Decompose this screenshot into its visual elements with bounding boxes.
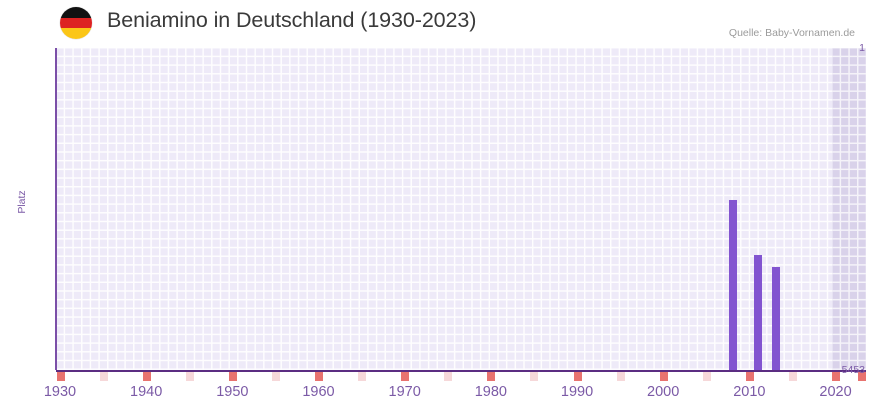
x-axis-tick-label: 1970: [388, 384, 421, 400]
bar: [728, 199, 737, 370]
y-axis-label-top: 1: [859, 42, 865, 54]
x-axis-tick-label: 1980: [474, 384, 507, 400]
tickmark-minor: [444, 372, 453, 381]
tickmark-minor: [616, 372, 625, 381]
tickmark-minor: [530, 372, 539, 381]
tickmark-minor: [702, 372, 711, 381]
tickmark-minor: [358, 372, 367, 381]
tickmark-major: [401, 372, 410, 381]
bar: [754, 254, 763, 370]
tickmark-major: [573, 372, 582, 381]
tickmark-major: [745, 372, 754, 381]
x-axis-tick-label: 2000: [647, 384, 680, 400]
x-axis-labels: 1930 1940 1950 1960 1970 1980 1990 2000 2010 2020: [0, 384, 873, 408]
x-axis-line: [56, 370, 866, 372]
source-attribution: Quelle: Baby-Vornamen.de: [728, 27, 855, 39]
bars-layer: [56, 48, 866, 370]
x-axis-tick-label: 1940: [130, 384, 163, 400]
tickmark-major: [142, 372, 151, 381]
x-axis-tick-label: 1960: [302, 384, 335, 400]
bar: [771, 267, 780, 370]
plot-area: [56, 48, 866, 370]
x-axis-tick-label: 1950: [216, 384, 249, 400]
tickmark-major: [228, 372, 237, 381]
flag-band-black: [60, 7, 92, 18]
tickmark-major: [315, 372, 323, 381]
tickmark-minor: [185, 372, 194, 381]
tickmark-minor: [99, 372, 108, 381]
tickmark-minor: [788, 372, 797, 381]
page-title: Beniamino in Deutschland (1930-2023): [107, 8, 477, 32]
x-axis-tick-label: 2020: [819, 384, 852, 400]
german-flag-icon: [60, 7, 92, 39]
tickmark-major: [487, 372, 496, 381]
tickmark-major: [832, 372, 841, 381]
x-axis-tick-label: 1930: [43, 384, 77, 400]
chart-header: Beniamino in Deutschland (1930-2023) Que…: [0, 0, 873, 46]
shaded-region-grid: [831, 48, 866, 370]
tickmark-major: [56, 372, 65, 381]
x-axis-tick-label: 1990: [560, 384, 594, 400]
y-axis-line: [55, 48, 57, 370]
y-axis-label-bottom: 5453: [841, 364, 865, 376]
tickmark-major: [659, 372, 668, 381]
flag-band-gold: [60, 28, 92, 39]
tickmark-major: [858, 372, 866, 381]
shaded-region: [831, 48, 866, 370]
tickmark-minor: [271, 372, 280, 381]
x-axis-tick-label: 2010: [733, 384, 766, 400]
y-axis-title: Platz: [16, 190, 28, 214]
x-axis-tickmarks: [56, 372, 866, 381]
flag-band-red: [60, 17, 92, 29]
